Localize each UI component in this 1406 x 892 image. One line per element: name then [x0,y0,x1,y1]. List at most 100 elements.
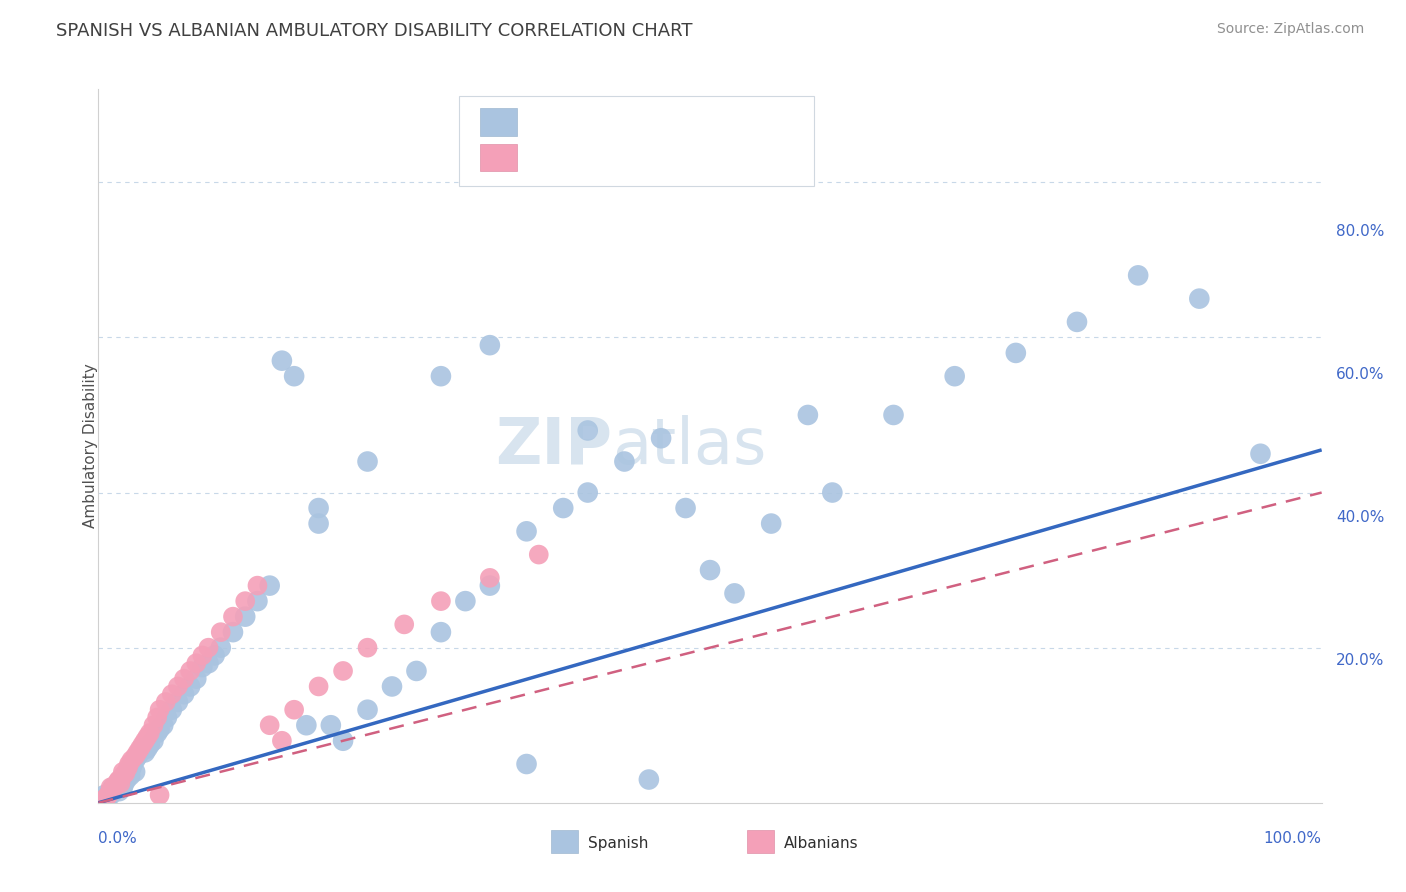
Point [430,625,453,640]
Point [1249,447,1271,461]
Point [117,764,139,779]
Point [197,656,219,670]
Text: 0.0%: 0.0% [98,831,138,847]
Point [93,788,115,802]
Point [270,733,294,747]
Point [576,424,599,438]
Point [131,738,153,752]
Point [167,680,190,694]
Point [675,501,697,516]
Point [308,680,330,694]
Point [883,408,905,422]
FancyBboxPatch shape [551,830,578,853]
Text: Spanish: Spanish [588,836,648,851]
Point [134,745,156,759]
Point [515,524,537,539]
Point [111,764,134,779]
Point [179,664,201,678]
Point [186,672,208,686]
Point [797,408,820,422]
Point [319,718,342,732]
Text: R = 0.576   N = 51: R = 0.576 N = 51 [529,149,699,167]
Point [107,774,129,789]
Text: 40.0%: 40.0% [1336,510,1385,524]
Text: 20.0%: 20.0% [1336,653,1385,667]
Point [111,780,134,795]
Point [1128,268,1150,283]
Point [101,780,124,795]
Point [98,787,121,801]
Point [209,640,232,655]
Point [96,789,118,804]
Point [131,741,153,756]
Point [100,780,122,795]
Point [270,353,294,368]
Point [111,774,134,789]
Point [222,625,245,640]
Point [246,579,269,593]
FancyBboxPatch shape [747,830,773,853]
Point [139,726,162,740]
Text: ZIP: ZIP [495,415,612,477]
Point [156,710,179,724]
Point [108,784,131,798]
Point [259,718,281,732]
Point [129,745,152,759]
Text: SPANISH VS ALBANIAN AMBULATORY DISABILITY CORRELATION CHART: SPANISH VS ALBANIAN AMBULATORY DISABILIT… [56,22,693,40]
Text: Albanians: Albanians [783,836,858,851]
Point [111,772,134,787]
Point [478,338,501,352]
Point [149,722,172,736]
Point [478,579,501,593]
Point [96,792,118,806]
Point [134,733,156,747]
Point [160,687,183,701]
Point [699,563,721,577]
Point [100,784,122,798]
Point [118,764,141,779]
Point [173,672,195,686]
Point [179,680,201,694]
Point [105,780,128,795]
Point [1188,292,1211,306]
Point [100,788,122,802]
Point [332,664,354,678]
FancyBboxPatch shape [479,109,517,136]
Point [478,571,501,585]
FancyBboxPatch shape [460,96,814,186]
Point [149,788,172,802]
Point [110,779,132,793]
Point [152,718,174,732]
Text: 60.0%: 60.0% [1336,368,1385,382]
Point [209,625,232,640]
Point [943,369,966,384]
Point [155,695,177,709]
Point [191,660,214,674]
Point [381,680,404,694]
Point [392,617,416,632]
Point [146,710,169,724]
Point [167,695,190,709]
Point [723,586,745,600]
Point [332,733,354,747]
Point [1004,346,1026,360]
Point [308,516,330,531]
Point [142,733,165,747]
Point [222,609,245,624]
Point [1066,315,1088,329]
Point [142,718,165,732]
Point [259,579,281,593]
Point [173,687,195,701]
Point [108,772,131,787]
Point [356,454,378,468]
Point [149,703,172,717]
Point [186,656,208,670]
Point [110,776,132,790]
Point [127,749,149,764]
Point [454,594,477,608]
Point [103,784,125,798]
Point [120,769,142,783]
Point [115,772,138,787]
Point [637,772,661,787]
Point [98,787,121,801]
